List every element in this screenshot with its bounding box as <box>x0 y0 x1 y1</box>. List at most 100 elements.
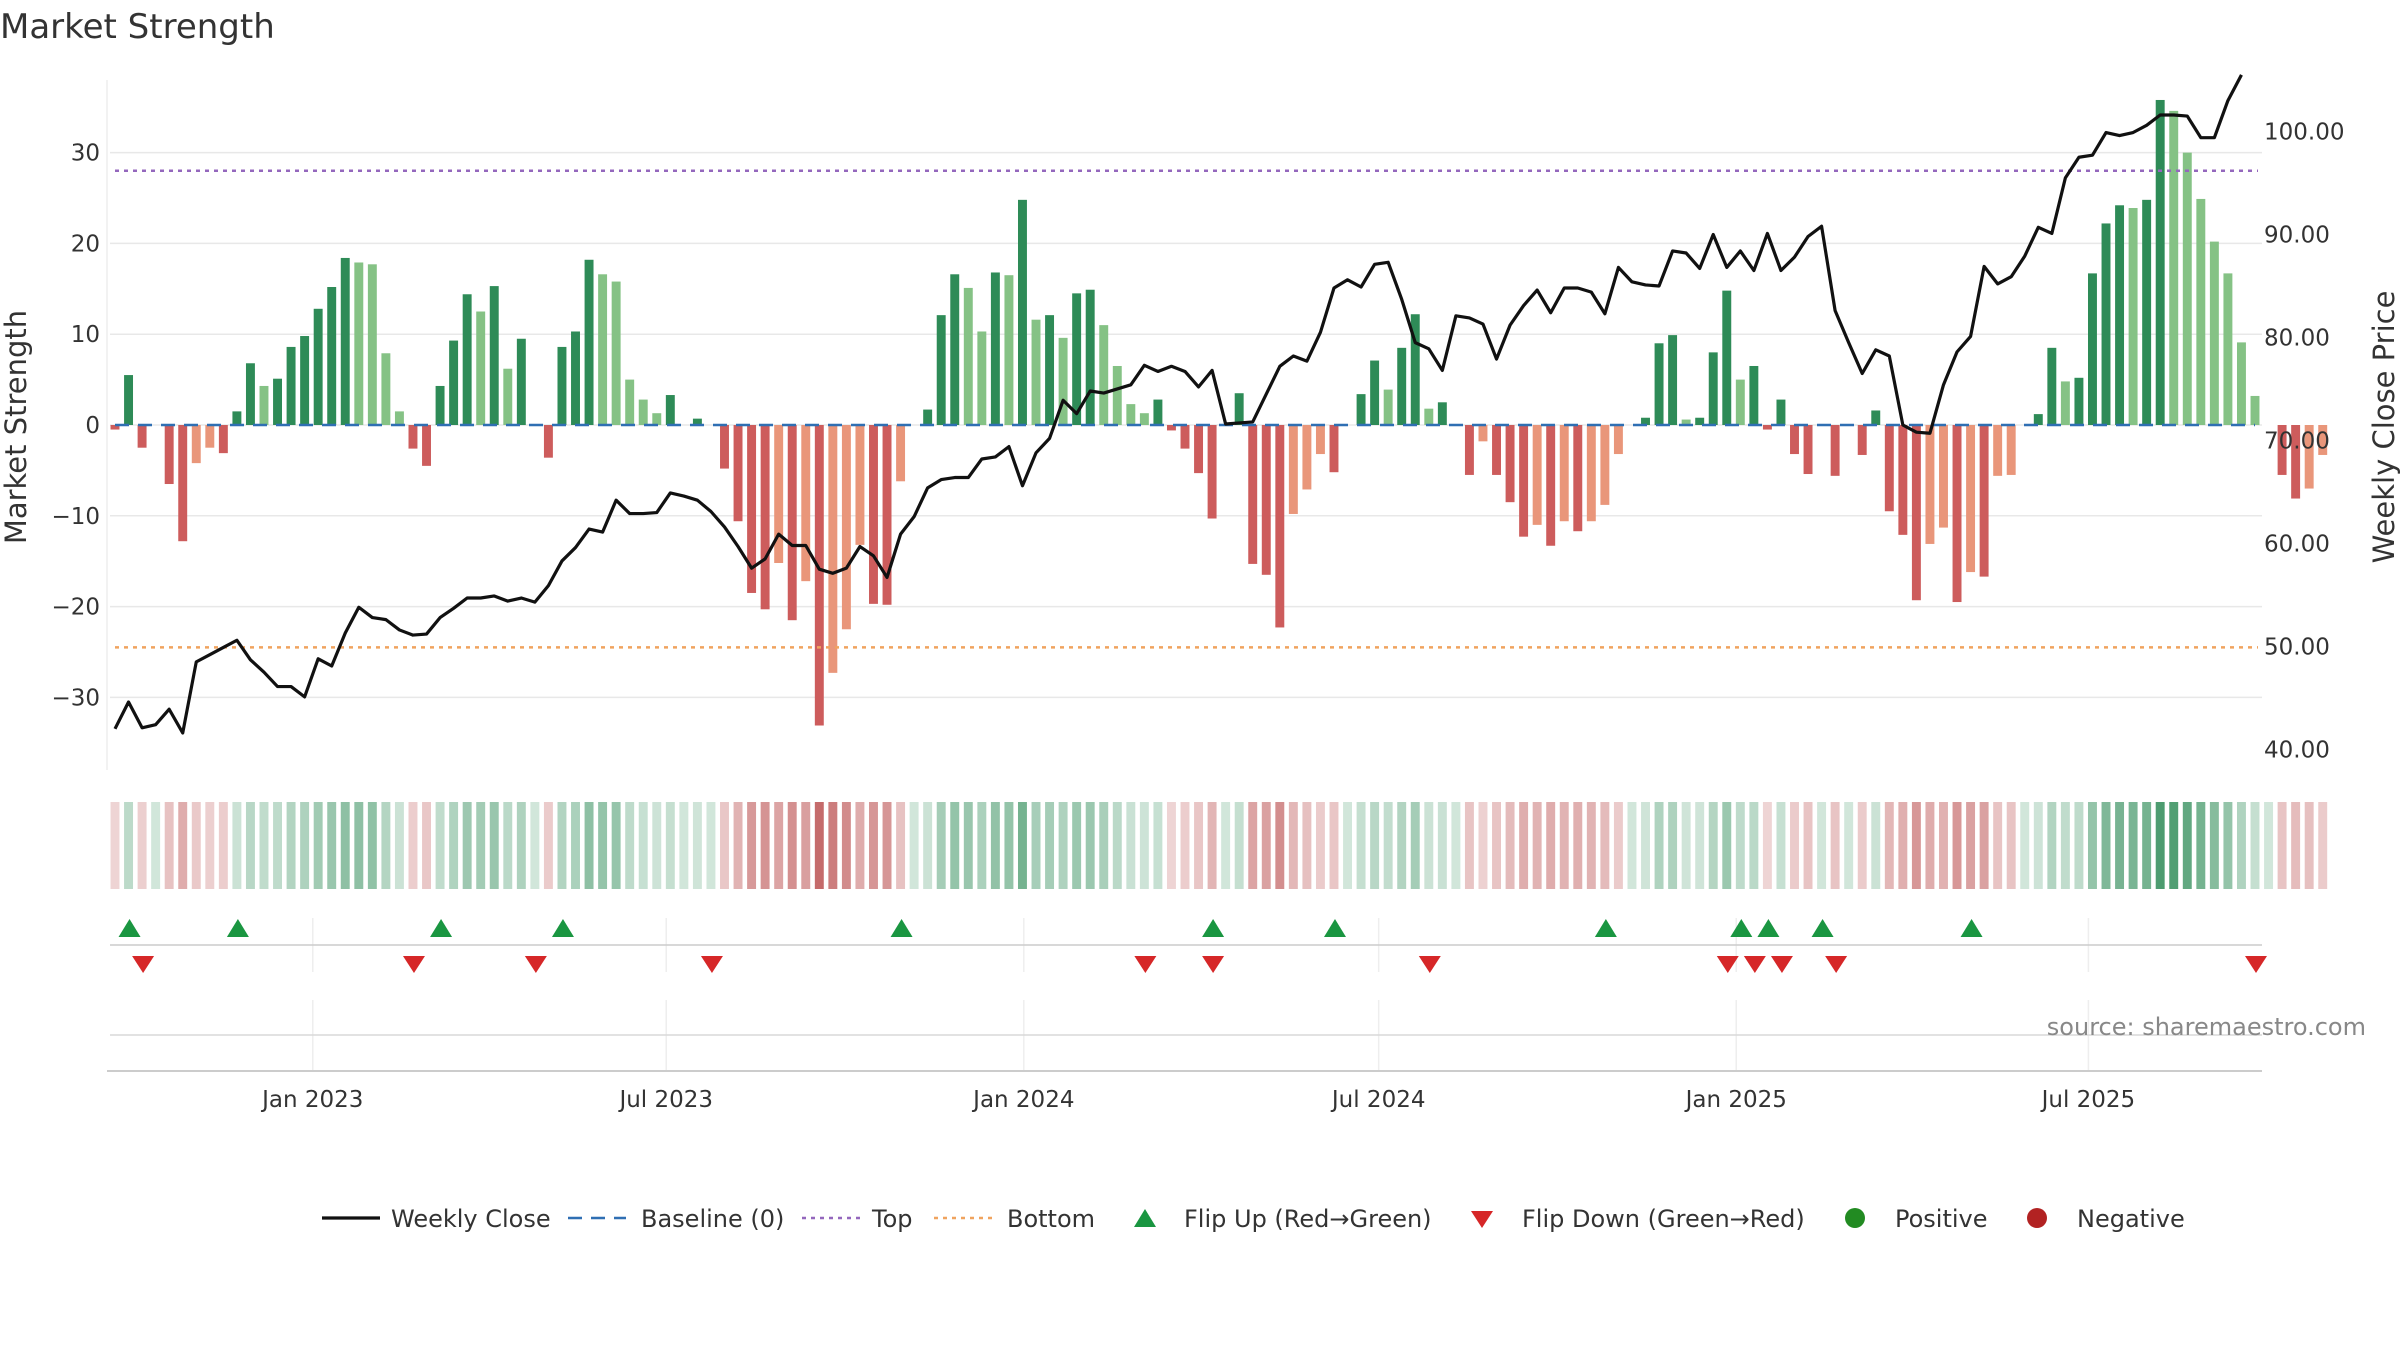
strength-bar <box>205 425 215 448</box>
heat-cell <box>1654 802 1664 889</box>
flip-down-marker <box>1770 956 1793 973</box>
heat-cell <box>1383 802 1393 889</box>
strength-bar <box>1437 402 1447 425</box>
legend-label-positive: Positive <box>1895 1205 1988 1233</box>
heat-cell <box>1261 802 1271 889</box>
heat-cell <box>760 802 770 889</box>
heat-cell <box>218 802 228 889</box>
heat-cell <box>1735 802 1745 889</box>
heat-cell <box>2115 802 2125 889</box>
heat-cell <box>1817 802 1827 889</box>
flip-down-marker <box>402 956 425 973</box>
heat-cell <box>1681 802 1691 889</box>
strength-bar <box>2047 347 2057 425</box>
heat-cell <box>1532 802 1542 889</box>
heat-cell <box>205 802 215 889</box>
strength-bar <box>1492 425 1501 475</box>
heat-cell <box>476 802 486 889</box>
strength-bar <box>1166 425 1176 431</box>
heat-cell <box>896 802 906 889</box>
strength-bar <box>1952 425 1962 603</box>
strength-bar <box>2087 273 2097 425</box>
strength-bar <box>1803 425 1813 475</box>
strength-bar <box>1519 425 1529 537</box>
source-note: source: sharemaestro.com <box>2047 1013 2366 1041</box>
heat-cell <box>1979 802 1989 889</box>
heat-cell <box>2128 802 2138 889</box>
strength-bar <box>1708 352 1718 425</box>
y-right-tick-label: 90.00 <box>2264 222 2330 248</box>
heat-cell <box>1939 802 1948 889</box>
strength-bar <box>1085 289 1095 425</box>
heat-cell <box>1004 802 1014 889</box>
strength-bar <box>1749 365 1759 425</box>
legend-swatch-flip-up <box>1134 1209 1156 1227</box>
strength-bar <box>191 425 201 464</box>
heat-cell <box>963 802 973 889</box>
strength-bar <box>841 425 851 630</box>
heat-cell <box>2155 802 2165 889</box>
heat-cell <box>1546 802 1556 889</box>
heat-cell <box>1573 802 1583 889</box>
heat-cell <box>1803 802 1813 889</box>
flip-up-marker <box>551 919 574 937</box>
heat-cell <box>1871 802 1881 889</box>
strength-bar <box>1478 425 1488 442</box>
heat-cell <box>408 802 418 889</box>
heat-cell <box>1207 802 1217 889</box>
flip-down-marker <box>1743 956 1766 973</box>
heat-cell <box>462 802 472 889</box>
strength-bar <box>2304 425 2314 489</box>
heat-cell <box>1790 802 1799 889</box>
strength-bar <box>1288 425 1298 514</box>
flip-down-marker <box>524 956 547 973</box>
y-axis-right-label: Weekly Close Price <box>2367 291 2400 564</box>
heat-cell <box>449 802 459 889</box>
strength-bar <box>1329 425 1339 473</box>
strength-bar <box>1871 410 1881 425</box>
heat-cell <box>1221 802 1231 889</box>
legend-label-flip-up: Flip Up (Red→Green) <box>1184 1205 1432 1233</box>
heat-cell <box>1302 802 1312 889</box>
heat-cell <box>801 802 811 889</box>
x-tick-label: Jan 2025 <box>1684 1087 1787 1113</box>
heat-cell <box>1085 802 1095 889</box>
strength-bar <box>1410 314 1420 425</box>
x-axis: Jan 2023 Jul 2023 Jan 2024 Jul 2024 Jan 2025… <box>107 1000 2262 1113</box>
flip-up-marker <box>890 919 913 937</box>
strength-bar <box>1153 399 1163 425</box>
strength-bar <box>1397 347 1407 425</box>
strength-bar <box>516 338 526 425</box>
heat-cell <box>1437 802 1447 889</box>
strength-bar <box>584 259 594 425</box>
y-right-tick-label: 70.00 <box>2264 428 2330 454</box>
strength-bar <box>1370 360 1380 425</box>
heat-cell <box>1776 802 1786 889</box>
flip-up-marker <box>1202 919 1225 937</box>
heat-cell <box>530 802 540 889</box>
y-left-tick-label: 20 <box>71 231 100 257</box>
strength-bar <box>124 375 134 425</box>
strength-bar <box>1031 319 1041 425</box>
heat-cell <box>164 802 174 889</box>
heat-cell <box>2060 802 2070 889</box>
heat-cell <box>923 802 933 889</box>
y-left-tick-label: 0 <box>85 413 100 439</box>
strength-bar <box>625 379 635 425</box>
strength-bar <box>543 425 553 458</box>
heat-cell <box>340 802 350 889</box>
heat-cell <box>2264 802 2274 889</box>
x-tick-label: Jul 2023 <box>617 1087 713 1113</box>
strength-bar <box>1979 425 1989 577</box>
heat-cell <box>828 802 838 889</box>
heat-cell <box>1844 802 1854 889</box>
strength-bar <box>1532 425 1542 525</box>
strength-bar <box>435 385 445 425</box>
heat-cell <box>245 802 255 889</box>
strength-bar <box>652 413 662 425</box>
strength-bar <box>869 425 878 604</box>
strength-bar <box>2115 205 2125 425</box>
heat-cell <box>1248 802 1258 889</box>
y-left-tick-label: 30 <box>71 141 100 167</box>
strength-bar <box>2060 381 2070 425</box>
